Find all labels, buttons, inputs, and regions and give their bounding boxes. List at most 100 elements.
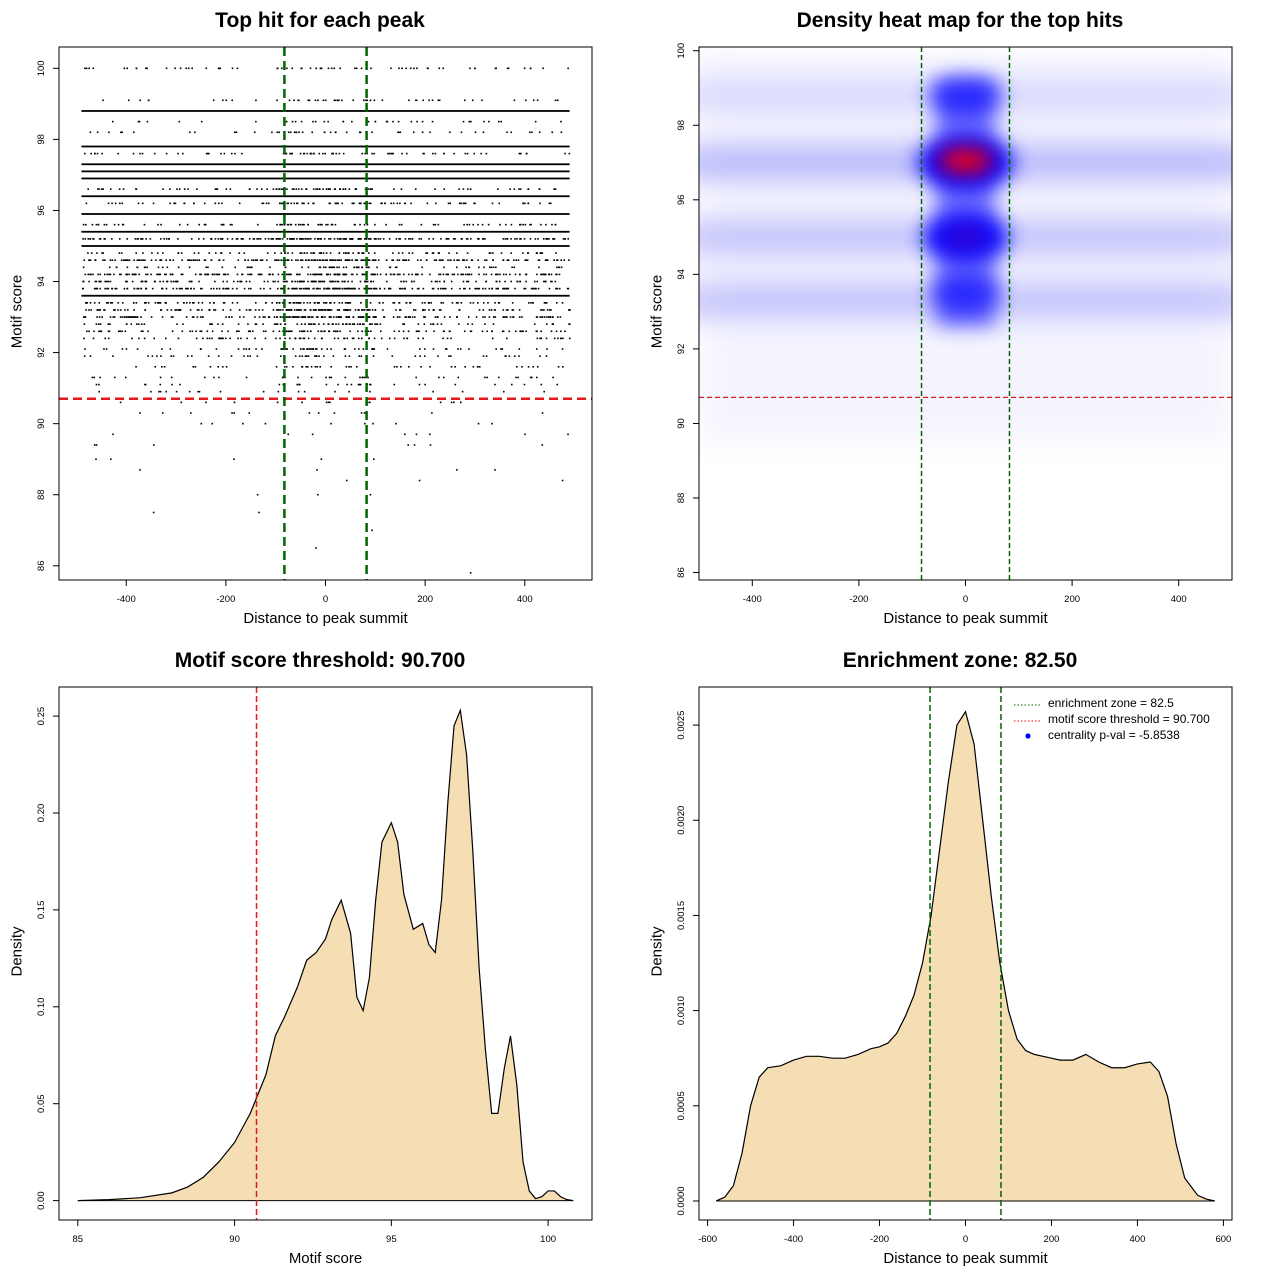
point <box>98 238 101 240</box>
point <box>241 152 243 155</box>
point <box>374 323 376 325</box>
point <box>194 259 197 261</box>
point <box>528 302 530 304</box>
point <box>222 287 224 290</box>
point <box>337 316 340 318</box>
point <box>178 223 181 226</box>
point <box>341 302 344 304</box>
point <box>335 202 338 205</box>
point <box>421 302 424 304</box>
point <box>432 252 435 254</box>
point <box>181 287 183 290</box>
point <box>297 390 300 393</box>
point <box>359 376 361 379</box>
point <box>318 280 320 283</box>
point <box>283 223 286 226</box>
point <box>219 390 222 393</box>
point <box>333 337 336 340</box>
point <box>275 302 278 304</box>
point <box>358 316 361 318</box>
point <box>315 287 318 290</box>
point <box>273 323 276 325</box>
point <box>285 152 287 155</box>
point <box>351 120 353 123</box>
point <box>521 316 523 318</box>
point <box>312 323 315 325</box>
point <box>194 366 197 368</box>
point <box>325 266 327 269</box>
point <box>496 273 498 276</box>
point <box>286 202 289 205</box>
point <box>329 316 332 318</box>
point <box>399 202 401 205</box>
point <box>237 337 239 340</box>
point <box>82 223 85 226</box>
point <box>420 238 423 240</box>
point <box>306 287 309 290</box>
point <box>444 348 447 350</box>
point <box>415 433 418 436</box>
point <box>336 259 339 261</box>
point <box>205 266 207 269</box>
point <box>468 120 471 123</box>
point <box>190 355 193 357</box>
point <box>333 266 336 269</box>
point <box>140 280 143 283</box>
point <box>530 223 532 226</box>
point <box>384 202 386 205</box>
point <box>502 273 505 276</box>
point <box>296 202 299 205</box>
point <box>438 280 441 283</box>
point <box>339 67 341 70</box>
point <box>294 316 296 318</box>
y-axis-label: Motif score <box>648 274 666 349</box>
point <box>254 302 257 304</box>
point <box>376 273 379 276</box>
point <box>209 302 211 304</box>
point <box>279 355 282 357</box>
point <box>312 152 315 155</box>
point <box>210 287 213 290</box>
y-tick-label: 0.20 <box>36 804 47 823</box>
point <box>217 323 219 325</box>
point <box>104 287 106 290</box>
point <box>138 337 140 340</box>
point <box>348 188 351 190</box>
point <box>290 330 293 333</box>
point <box>468 223 471 226</box>
point <box>359 383 362 386</box>
point <box>455 266 458 269</box>
point <box>140 287 142 290</box>
point <box>337 273 339 276</box>
point <box>256 355 259 357</box>
point <box>397 252 400 254</box>
point <box>556 383 559 386</box>
point <box>356 273 358 276</box>
point <box>558 287 561 290</box>
point <box>316 366 319 368</box>
point <box>317 493 319 496</box>
point <box>244 259 246 261</box>
point <box>348 366 350 368</box>
point <box>242 316 245 318</box>
point <box>93 302 96 304</box>
point <box>289 337 291 340</box>
point <box>263 287 265 290</box>
point <box>89 302 92 304</box>
point <box>343 273 345 276</box>
point <box>159 238 162 240</box>
point <box>222 273 225 276</box>
point <box>279 337 281 340</box>
point <box>303 330 306 333</box>
point <box>84 67 86 70</box>
point <box>525 280 527 283</box>
point <box>303 348 305 350</box>
point <box>318 259 321 261</box>
point <box>320 67 323 70</box>
point <box>149 238 152 240</box>
point <box>354 309 357 311</box>
point <box>396 366 398 368</box>
point <box>482 287 484 290</box>
point <box>410 120 413 123</box>
point <box>347 287 350 290</box>
